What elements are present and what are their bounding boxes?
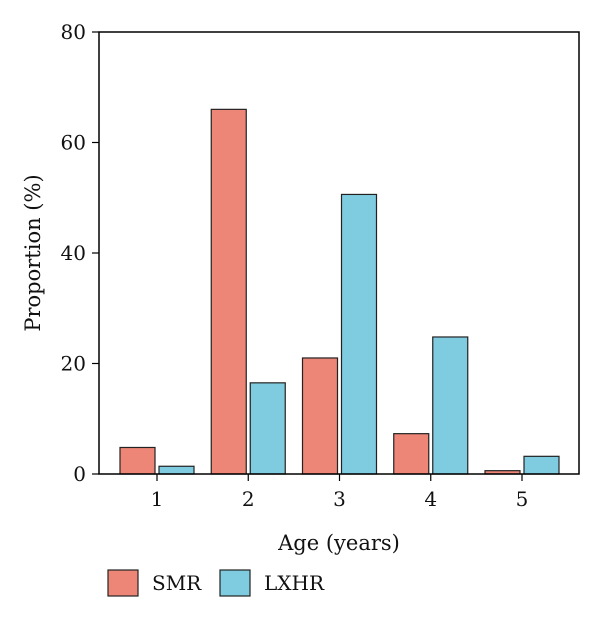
bar-smr-3: [301, 357, 339, 475]
legend-label-lxhr: LXHR: [264, 571, 325, 595]
bars-layer: [119, 108, 560, 475]
x-tick-label: 3: [333, 487, 346, 511]
legend: SMR LXHR: [107, 569, 325, 597]
bar-lxhr-4: [432, 336, 469, 475]
bar-smr-1: [119, 446, 156, 475]
legend-label-smr: SMR: [152, 571, 202, 595]
y-tick-label: 0: [73, 462, 86, 486]
legend-swatch-smr: [107, 569, 139, 597]
x-tick-label: 5: [516, 487, 529, 511]
plot-frame: [98, 31, 580, 475]
y-axis-ticks: 0 20 40 60 80: [61, 20, 99, 486]
axes-layer: [98, 31, 580, 475]
bar-lxhr-5: [523, 455, 560, 475]
bar-lxhr-2: [249, 382, 286, 475]
y-axis-title: Proportion (%): [21, 174, 45, 331]
y-tick-label: 80: [61, 20, 86, 44]
x-tick-label: 4: [424, 487, 437, 511]
legend-swatch-lxhr: [219, 569, 251, 597]
bar-smr-2: [210, 108, 247, 475]
y-tick-label: 60: [61, 131, 86, 155]
bar-smr-4: [393, 433, 430, 475]
x-axis-ticks: 1 2 3 4 5: [151, 474, 529, 511]
y-tick-label: 20: [61, 352, 86, 376]
y-tick-label: 40: [61, 241, 86, 265]
bar-lxhr-1: [158, 465, 195, 475]
x-tick-label: 1: [151, 487, 164, 511]
x-tick-label: 2: [242, 487, 255, 511]
x-axis-title: Age (years): [277, 531, 400, 555]
bar-lxhr-3: [340, 193, 378, 475]
